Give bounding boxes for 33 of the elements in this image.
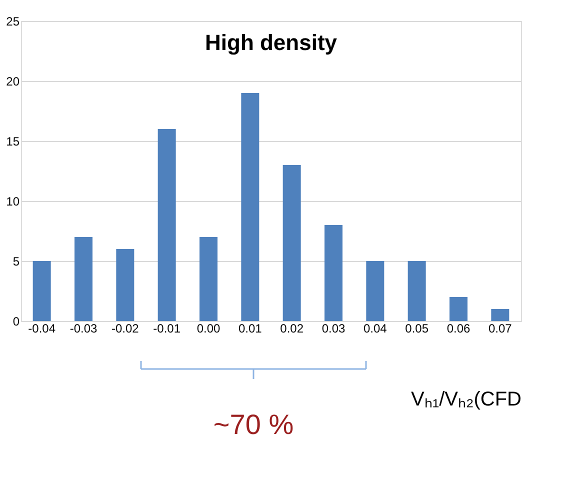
bar — [366, 261, 384, 321]
y-tick-label: 0 — [12, 314, 20, 328]
chart-title: High density — [204, 30, 338, 55]
y-tick-label: 25 — [6, 14, 20, 28]
x-tick-label: -0.04 — [28, 322, 56, 336]
y-tick-label: 10 — [6, 194, 20, 208]
x-tick-label: 0.03 — [322, 322, 346, 336]
bar — [32, 261, 51, 321]
x-tick-label: -0.01 — [153, 322, 181, 336]
x-tick-label: 0.06 — [446, 322, 470, 336]
x-tick-label: -0.02 — [111, 322, 140, 336]
x-tick-label: 0.05 — [405, 322, 429, 336]
bar — [158, 129, 176, 321]
bar — [116, 249, 134, 321]
bar — [282, 165, 301, 321]
bar — [200, 237, 218, 321]
x-tick-label: 0.04 — [363, 322, 388, 336]
x-tick-label: 0.01 — [238, 322, 262, 336]
x-tick-label: 0.00 — [196, 322, 220, 336]
bar — [450, 297, 468, 321]
y-tick-label: 15 — [6, 134, 20, 148]
x-tick-label: 0.02 — [280, 322, 304, 336]
y-tick-label: 5 — [12, 254, 20, 268]
x-tick-label: 0.07 — [488, 322, 512, 336]
text: ~70 % — [213, 409, 294, 440]
bar — [324, 225, 342, 321]
bar — [491, 309, 510, 321]
x-tick-label: -0.03 — [70, 322, 98, 336]
bar — [74, 237, 92, 321]
x-axis-title: Vₕ₁/Vₕ₂(CFD — [410, 388, 522, 410]
bar — [241, 93, 260, 321]
y-tick-label: 20 — [6, 74, 20, 88]
bar — [408, 261, 426, 321]
